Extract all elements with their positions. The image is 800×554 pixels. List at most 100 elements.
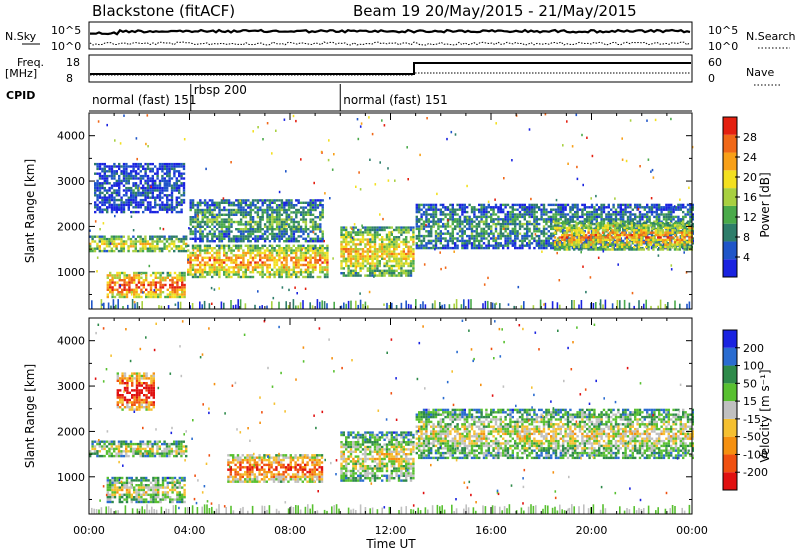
echo-cell [326, 259, 329, 262]
echo-cell [592, 238, 595, 242]
echo-cell [259, 251, 262, 255]
echo-cell [412, 233, 415, 236]
echo-cell [388, 257, 391, 260]
echo-cell [547, 218, 550, 221]
echo-cell [177, 301, 179, 309]
echo-cell [659, 226, 662, 230]
echo-cell [655, 213, 658, 216]
echo-cell [321, 247, 324, 250]
echo-cell [227, 225, 231, 228]
echo-cell [439, 225, 442, 228]
echo-cell [199, 254, 202, 257]
echo-cell [187, 268, 190, 271]
echo-cell [256, 237, 260, 240]
echo-cell [376, 228, 379, 232]
echo-cell [422, 213, 426, 216]
echo-cell [166, 293, 169, 296]
echo-cell [533, 225, 536, 228]
echo-cell [589, 224, 593, 227]
echo-cell [686, 220, 690, 223]
echo-cell [275, 199, 279, 202]
echo-cell [624, 230, 627, 233]
echo-cell [359, 248, 362, 251]
echo-cell [237, 240, 240, 243]
echo-cell [278, 220, 281, 224]
echo-cell [652, 231, 655, 234]
echo-cell [278, 268, 281, 271]
echo-cell [412, 238, 415, 241]
echo-cell [502, 232, 505, 235]
echo-cell [256, 220, 260, 224]
echo-cell [352, 264, 355, 268]
echo-cell [676, 248, 679, 251]
echo-cell [321, 237, 324, 240]
echo-cell [409, 255, 413, 258]
echo-cell [201, 208, 204, 212]
echo-cell [154, 281, 157, 284]
echo-cell [283, 208, 286, 212]
echo-cell [640, 231, 643, 234]
echo-cell [118, 274, 121, 277]
echo-cell [533, 213, 536, 216]
echo-cell [266, 266, 269, 269]
echo-cell [132, 206, 135, 209]
echo-cell [110, 177, 114, 180]
echo-cell [149, 179, 152, 183]
echo-cell [302, 220, 305, 224]
echo-cell [558, 243, 561, 246]
echo-cell [439, 213, 442, 216]
echo-cell [103, 177, 106, 180]
echo-cell [142, 291, 145, 294]
echo-cell [434, 239, 438, 243]
echo-cell [292, 235, 296, 238]
echo-cell [140, 276, 143, 279]
echo-cell [201, 237, 204, 240]
echo-cell [564, 220, 567, 223]
echo-cell [552, 227, 555, 231]
echo-cell [108, 165, 111, 168]
echo-cell [634, 206, 637, 209]
echo-cell [168, 237, 171, 241]
echo-cell [586, 239, 589, 243]
echo-cell [588, 213, 591, 216]
echo-cell [594, 236, 597, 239]
echo-cell [285, 223, 288, 226]
echo-cell [345, 264, 348, 268]
echo-cell [311, 218, 315, 221]
echo-cell [538, 222, 541, 226]
echo-cell [151, 189, 154, 192]
echo-cell [622, 213, 625, 216]
echo-cell [180, 184, 183, 187]
echo-cell [381, 243, 384, 246]
echo-cell [619, 220, 622, 223]
echo-cell [349, 264, 353, 268]
echo-cell [123, 271, 126, 275]
echo-cell [220, 213, 224, 216]
echo-cell [98, 237, 101, 241]
echo-cell [166, 274, 169, 277]
echo-cell [526, 242, 529, 245]
echo-cell [166, 165, 169, 168]
echo-cell [618, 224, 621, 227]
echo-cell [593, 210, 596, 214]
echo-cell [135, 295, 138, 299]
echo-cell [133, 274, 136, 277]
echo-cell [268, 251, 271, 255]
echo-cell [371, 233, 374, 236]
echo-cell [352, 238, 355, 241]
echo-cell [103, 302, 105, 309]
echo-cell [461, 227, 464, 231]
echo-cell [280, 235, 284, 238]
echo-cell [357, 248, 360, 251]
echo-cell [120, 172, 123, 175]
echo-cell [280, 213, 284, 216]
echo-cell [89, 245, 92, 248]
echo-cell [461, 237, 464, 240]
echo-cell [388, 260, 391, 263]
echo-cell [349, 252, 353, 256]
echo-cell [242, 271, 245, 274]
echo-cell [499, 244, 502, 247]
echo-cell [175, 235, 178, 238]
echo-cell [118, 184, 121, 187]
echo-cell [285, 228, 288, 231]
